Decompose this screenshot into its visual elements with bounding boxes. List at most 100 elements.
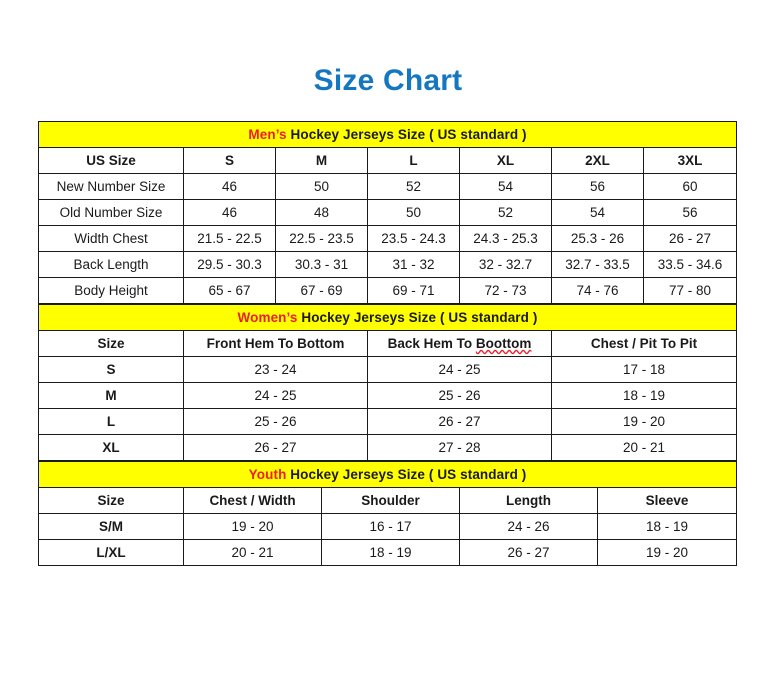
youth-row-label-1: L/XL: [38, 539, 184, 566]
size-chart-tables: Men’s Hockey Jerseys Size ( US standard …: [37, 121, 738, 566]
youth-cell-1-0: 20 - 21: [183, 539, 322, 566]
mens-cell-1-1: 48: [275, 199, 368, 226]
mens-col-header-6: 3XL: [642, 147, 738, 174]
mens-cell-0-3: 54: [459, 173, 552, 200]
mens-cell-3-1: 30.3 - 31: [275, 251, 368, 278]
table-row: Old Number Size 46 48 50 52 54 56: [38, 199, 738, 226]
youth-col-header-0: Size: [38, 487, 184, 514]
womens-row-label-1: M: [38, 382, 184, 409]
mens-cell-0-5: 60: [642, 173, 738, 200]
youth-heading-accent: Youth: [248, 467, 287, 482]
mens-cell-2-5: 26 - 27: [642, 225, 738, 252]
womens-cell-2-0: 25 - 26: [183, 408, 368, 435]
youth-section-header-row: Youth Hockey Jerseys Size ( US standard …: [37, 461, 738, 488]
mens-cell-4-4: 74 - 76: [551, 277, 644, 304]
womens-cell-1-2: 18 - 19: [551, 382, 737, 409]
womens-col-header-3: Chest / Pit To Pit: [551, 330, 737, 357]
mens-col-header-5: 2XL: [551, 147, 644, 174]
youth-col-header-1: Chest / Width: [183, 487, 322, 514]
womens-section-heading: Women’s Hockey Jerseys Size ( US standar…: [38, 304, 737, 331]
mens-section-heading: Men’s Hockey Jerseys Size ( US standard …: [37, 121, 738, 148]
table-row: L 25 - 26 26 - 27 19 - 20: [38, 408, 737, 435]
mens-row-label-0: New Number Size: [38, 173, 184, 200]
youth-cell-1-3: 19 - 20: [596, 539, 738, 566]
mens-cell-1-0: 46: [183, 199, 276, 226]
youth-heading-rest: Hockey Jerseys Size ( US standard ): [286, 467, 527, 482]
youth-column-header-row: Size Chest / Width Shoulder Length Sleev…: [38, 487, 738, 514]
table-row: Width Chest 21.5 - 22.5 22.5 - 23.5 23.5…: [38, 225, 738, 252]
mens-cell-0-2: 52: [367, 173, 460, 200]
mens-size-table: Men’s Hockey Jerseys Size ( US standard …: [37, 121, 738, 304]
womens-row-label-3: XL: [38, 434, 184, 461]
mens-cell-3-2: 31 - 32: [367, 251, 460, 278]
womens-cell-3-1: 27 - 28: [367, 434, 552, 461]
womens-col-header-1: Front Hem To Bottom: [183, 330, 368, 357]
mens-heading-accent: Men’s: [248, 127, 287, 142]
mens-cell-0-4: 56: [551, 173, 644, 200]
mens-cell-3-0: 29.5 - 30.3: [183, 251, 276, 278]
womens-col-header-2: Back Hem To Boottom: [367, 330, 552, 357]
mens-col-header-1: S: [183, 147, 276, 174]
mens-cell-4-5: 77 - 80: [642, 277, 738, 304]
table-row: Back Length 29.5 - 30.3 30.3 - 31 31 - 3…: [38, 251, 738, 278]
misspelled-word: Boottom: [475, 336, 532, 351]
womens-size-table: Women’s Hockey Jerseys Size ( US standar…: [38, 304, 737, 461]
womens-section-header-row: Women’s Hockey Jerseys Size ( US standar…: [38, 304, 737, 331]
womens-cell-1-1: 25 - 26: [367, 382, 552, 409]
mens-cell-2-1: 22.5 - 23.5: [275, 225, 368, 252]
youth-cell-0-0: 19 - 20: [183, 513, 322, 540]
table-row: S/M 19 - 20 16 - 17 24 - 26 18 - 19: [38, 513, 738, 540]
womens-row-label-0: S: [38, 356, 184, 383]
youth-size-table: Youth Hockey Jerseys Size ( US standard …: [37, 461, 738, 566]
womens-cell-1-0: 24 - 25: [183, 382, 368, 409]
womens-cell-2-2: 19 - 20: [551, 408, 737, 435]
womens-row-label-2: L: [38, 408, 184, 435]
table-row: S 23 - 24 24 - 25 17 - 18: [38, 356, 737, 383]
womens-heading-accent: Women’s: [237, 310, 298, 325]
youth-col-header-3: Length: [459, 487, 598, 514]
mens-cell-1-5: 56: [642, 199, 738, 226]
mens-cell-1-2: 50: [367, 199, 460, 226]
table-row: M 24 - 25 25 - 26 18 - 19: [38, 382, 737, 409]
mens-cell-3-5: 33.5 - 34.6: [642, 251, 738, 278]
youth-cell-0-1: 16 - 17: [321, 513, 460, 540]
mens-col-header-2: M: [275, 147, 368, 174]
mens-cell-2-0: 21.5 - 22.5: [183, 225, 276, 252]
mens-row-label-4: Body Height: [38, 277, 184, 304]
table-row: New Number Size 46 50 52 54 56 60: [38, 173, 738, 200]
mens-column-header-row: US Size S M L XL 2XL 3XL: [38, 147, 738, 174]
mens-cell-3-4: 32.7 - 33.5: [551, 251, 644, 278]
youth-cell-0-2: 24 - 26: [459, 513, 598, 540]
youth-cell-0-3: 18 - 19: [596, 513, 738, 540]
mens-cell-4-1: 67 - 69: [275, 277, 368, 304]
mens-cell-4-2: 69 - 71: [367, 277, 460, 304]
table-row: XL 26 - 27 27 - 28 20 - 21: [38, 434, 737, 461]
mens-heading-rest: Hockey Jerseys Size ( US standard ): [286, 127, 527, 142]
youth-cell-1-2: 26 - 27: [459, 539, 598, 566]
womens-col-header-0: Size: [38, 330, 184, 357]
womens-heading-rest: Hockey Jerseys Size ( US standard ): [297, 310, 538, 325]
mens-row-label-3: Back Length: [38, 251, 184, 278]
mens-row-label-2: Width Chest: [38, 225, 184, 252]
youth-section-heading: Youth Hockey Jerseys Size ( US standard …: [37, 461, 738, 488]
womens-cell-2-1: 26 - 27: [367, 408, 552, 435]
mens-cell-2-2: 23.5 - 24.3: [367, 225, 460, 252]
mens-col-header-3: L: [367, 147, 460, 174]
womens-cell-0-2: 17 - 18: [551, 356, 737, 383]
page-title: Size Chart: [313, 64, 463, 97]
youth-row-label-0: S/M: [38, 513, 184, 540]
mens-cell-1-3: 52: [459, 199, 552, 226]
youth-col-header-4: Sleeve: [596, 487, 738, 514]
womens-column-header-row: Size Front Hem To Bottom Back Hem To Boo…: [38, 330, 737, 357]
mens-cell-0-0: 46: [183, 173, 276, 200]
womens-cell-3-2: 20 - 21: [551, 434, 737, 461]
womens-cell-0-1: 24 - 25: [367, 356, 552, 383]
mens-col-header-0: US Size: [38, 147, 184, 174]
mens-cell-4-3: 72 - 73: [459, 277, 552, 304]
mens-row-label-1: Old Number Size: [38, 199, 184, 226]
mens-cell-4-0: 65 - 67: [183, 277, 276, 304]
mens-col-header-4: XL: [459, 147, 552, 174]
mens-cell-0-1: 50: [275, 173, 368, 200]
womens-cell-0-0: 23 - 24: [183, 356, 368, 383]
